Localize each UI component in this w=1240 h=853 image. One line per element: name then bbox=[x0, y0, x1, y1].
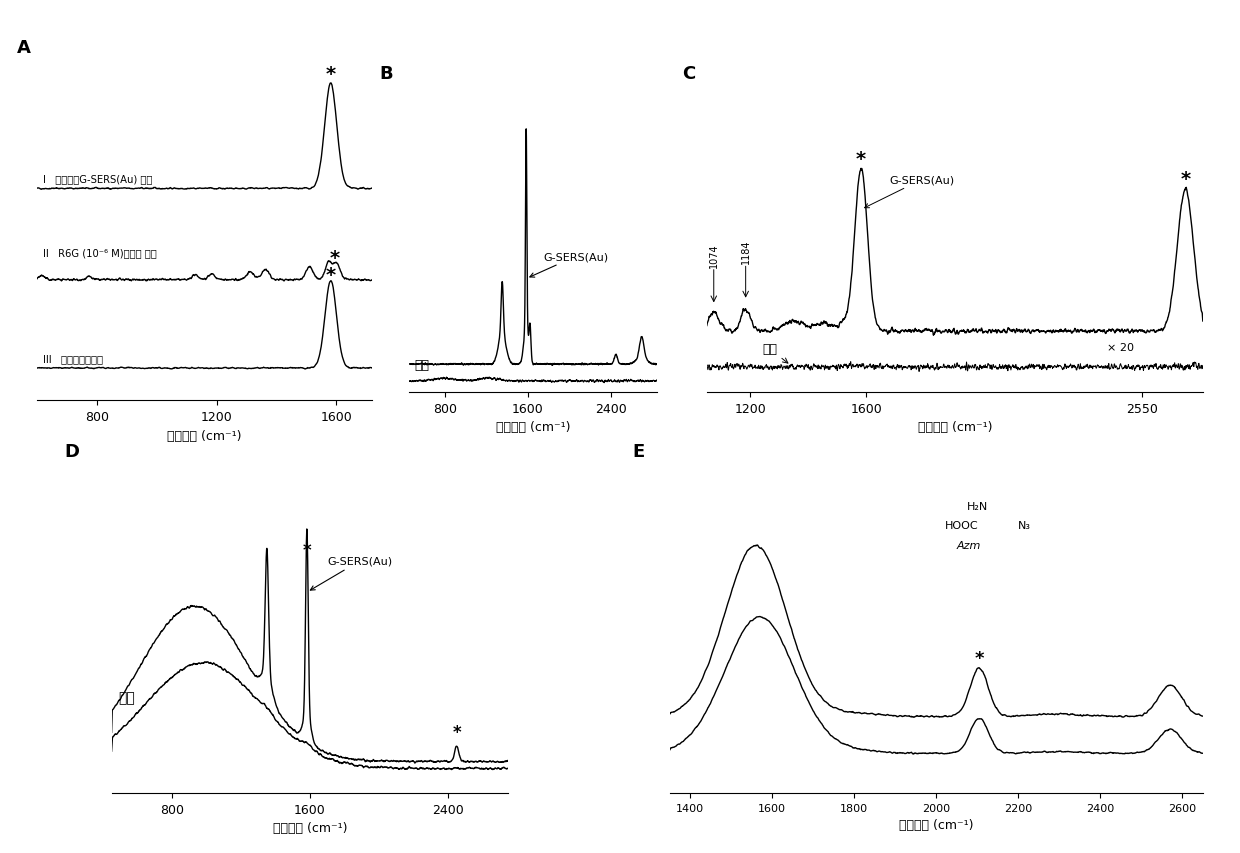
Text: *: * bbox=[303, 541, 311, 560]
Text: G-SERS(Au): G-SERS(Au) bbox=[864, 175, 955, 208]
X-axis label: 拉曼位移 (cm⁻¹): 拉曼位移 (cm⁻¹) bbox=[167, 429, 242, 442]
Text: III   重新移到水表面: III 重新移到水表面 bbox=[43, 353, 103, 363]
Text: A: A bbox=[17, 39, 31, 57]
Text: G-SERS(Au): G-SERS(Au) bbox=[529, 252, 609, 278]
Text: N₃: N₃ bbox=[1018, 521, 1032, 531]
Text: *: * bbox=[975, 649, 985, 668]
Text: 初始: 初始 bbox=[119, 691, 135, 705]
Text: I   水表面的G-SERS(Au) 基底: I 水表面的G-SERS(Au) 基底 bbox=[43, 174, 153, 184]
Text: *: * bbox=[330, 248, 340, 268]
Text: Azm: Azm bbox=[957, 541, 981, 551]
X-axis label: 拉曼位移 (cm⁻¹): 拉曼位移 (cm⁻¹) bbox=[918, 421, 992, 433]
Text: *: * bbox=[856, 150, 867, 169]
Text: 初始: 初始 bbox=[761, 343, 787, 363]
Text: E: E bbox=[632, 442, 645, 460]
Text: *: * bbox=[326, 266, 336, 285]
Text: 1184: 1184 bbox=[742, 240, 751, 264]
Text: H₂N: H₂N bbox=[967, 501, 988, 511]
Text: × 20: × 20 bbox=[1107, 343, 1135, 352]
Text: 1074: 1074 bbox=[709, 243, 719, 268]
Text: C: C bbox=[682, 65, 696, 83]
Text: B: B bbox=[379, 65, 393, 83]
Text: D: D bbox=[64, 442, 79, 460]
X-axis label: 拉曼位移 (cm⁻¹): 拉曼位移 (cm⁻¹) bbox=[899, 819, 973, 832]
Text: HOOC: HOOC bbox=[945, 521, 978, 531]
Text: *: * bbox=[1180, 171, 1190, 189]
Text: II   R6G (10⁻⁶ M)水溶液 表面: II R6G (10⁻⁶ M)水溶液 表面 bbox=[43, 247, 157, 258]
X-axis label: 拉曼位移 (cm⁻¹): 拉曼位移 (cm⁻¹) bbox=[496, 421, 570, 433]
Text: *: * bbox=[326, 65, 336, 84]
Text: G-SERS(Au): G-SERS(Au) bbox=[310, 556, 392, 590]
X-axis label: 拉曼位移 (cm⁻¹): 拉曼位移 (cm⁻¹) bbox=[273, 821, 347, 834]
Text: *: * bbox=[453, 723, 461, 741]
Text: 初始: 初始 bbox=[414, 358, 429, 371]
